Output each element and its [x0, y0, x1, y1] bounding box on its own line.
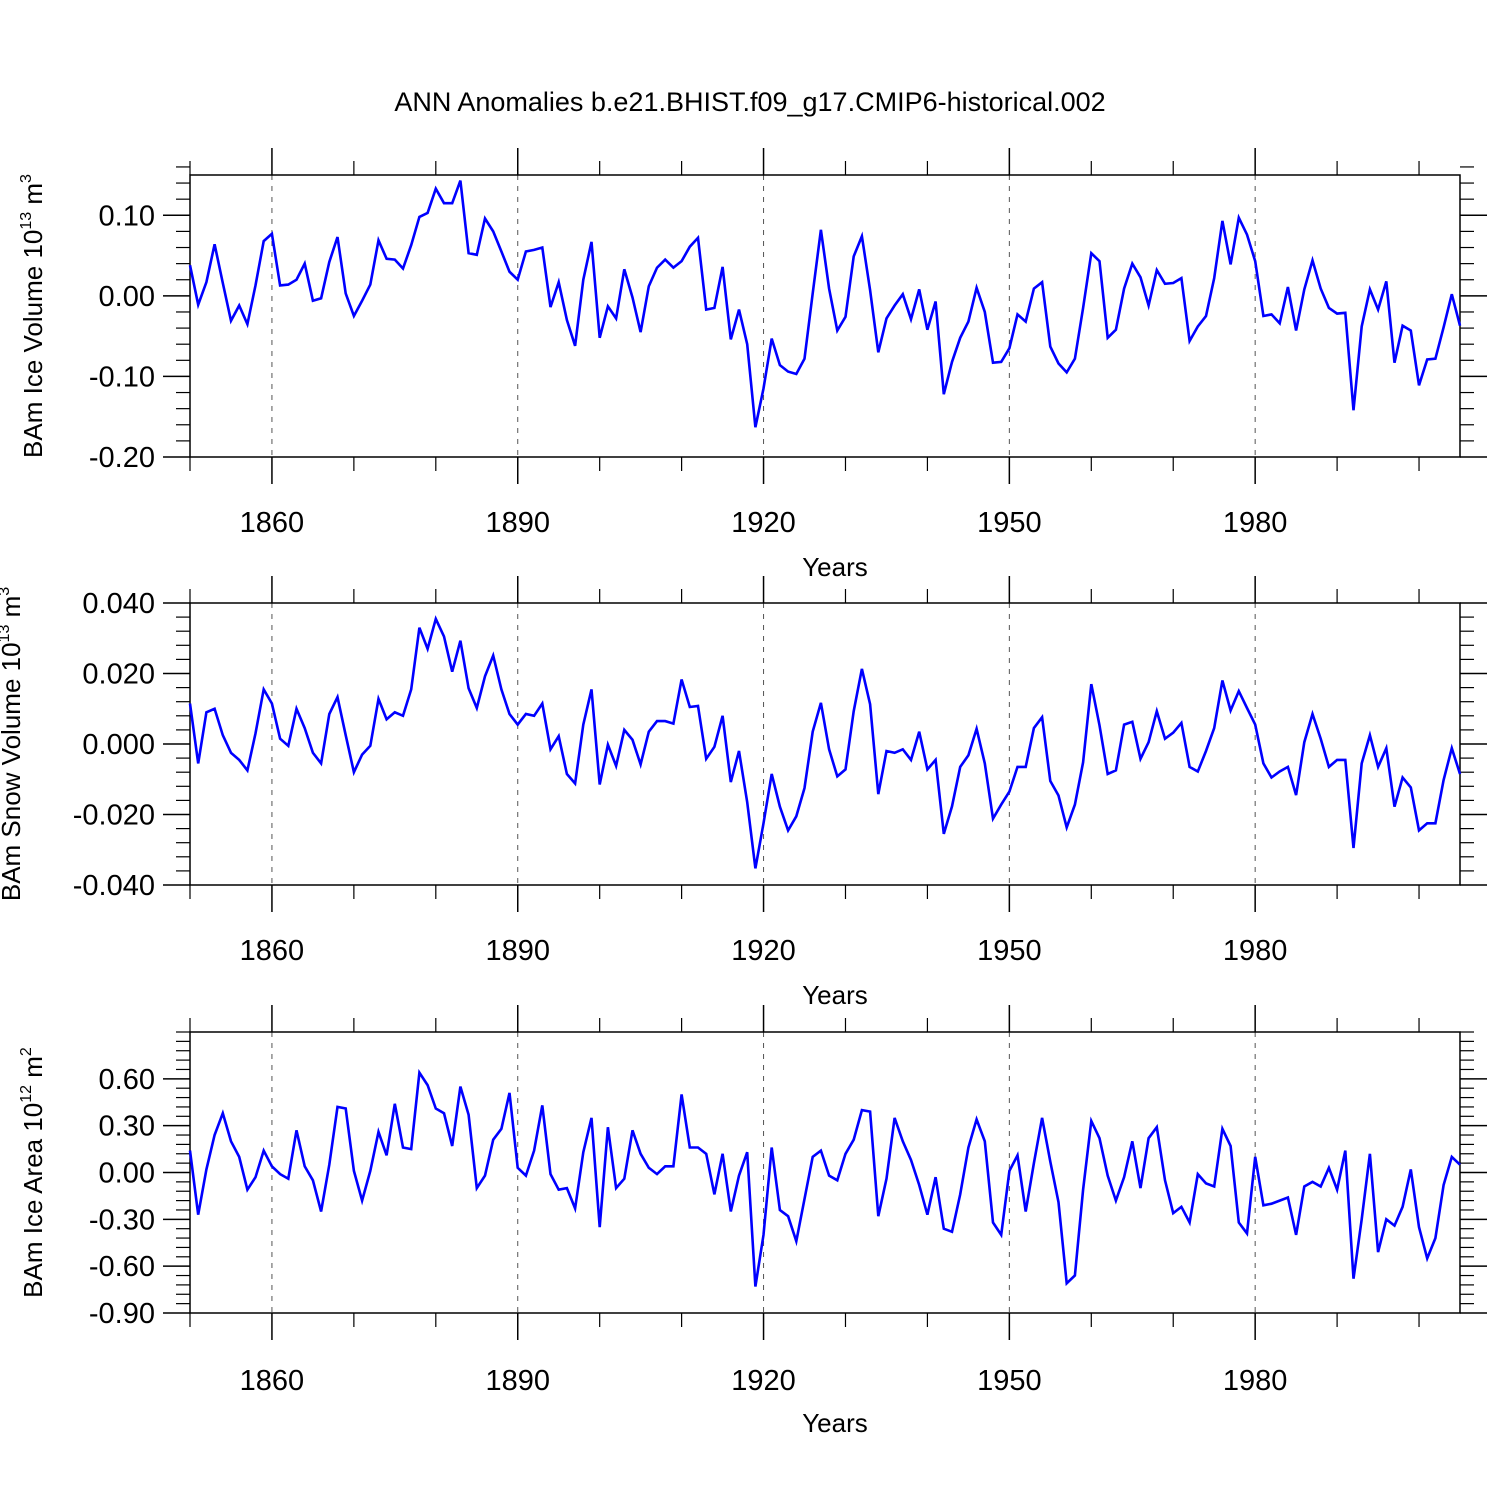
chart-title: ANN Anomalies b.e21.BHIST.f09_g17.CMIP6-…	[394, 87, 1105, 117]
x-tick-label: 1980	[1223, 935, 1288, 967]
y-tick-label: -0.60	[89, 1251, 155, 1283]
y-tick-label: 0.10	[99, 200, 155, 232]
y-tick-label: 0.30	[99, 1111, 155, 1143]
y-axis-title: BAm Ice Area 1012 m2	[18, 1047, 48, 1298]
y-tick-label: 0.60	[99, 1064, 155, 1096]
y-tick-label: -0.20	[89, 442, 155, 474]
panel-2: 1860 1890 1920 1950 1980 Years -0.040 -0.020 0.0…	[0, 576, 1487, 1010]
x-tick-label: 1860	[240, 1365, 305, 1397]
y-axis-title-unit: m	[0, 596, 26, 625]
y-axis-title: BAm Ice Volume 1013 m3	[18, 174, 48, 458]
x-tick-label: 1890	[485, 507, 550, 539]
chart-panels: 1860 1890 1920 1950 1980Years-0.20-0.100.000…	[0, 148, 1487, 1438]
y-axis-title-unit-exponent: 3	[0, 587, 13, 596]
y-axis-title-unit-exponent: 3	[18, 174, 35, 183]
x-tick-label: 1890	[485, 1365, 550, 1397]
x-tick-label: 1920	[731, 507, 796, 539]
y-tick-label: -0.020	[73, 800, 155, 832]
x-tick-label: 1890	[485, 935, 550, 967]
x-tick-label: 1950	[977, 1365, 1042, 1397]
y-axis-title-exponent: 13	[0, 625, 13, 643]
y-tick-label: -0.040	[73, 870, 155, 902]
series-line	[188, 1068, 1461, 1287]
x-tick-label: 1980	[1223, 507, 1288, 539]
x-tick-label: 1860	[240, 507, 305, 539]
series-line	[188, 615, 1462, 869]
y-tick-label: 0.000	[82, 729, 155, 761]
x-axis-title: Years	[802, 1408, 868, 1438]
y-tick-label: 0.00	[99, 1158, 155, 1190]
y-axis-title: BAm Snow Volume 1013 m3	[0, 587, 26, 901]
y-tick-label: -0.10	[89, 361, 155, 393]
y-tick-label: -0.30	[89, 1204, 155, 1236]
y-axis-title-exponent: 12	[18, 1085, 35, 1103]
y-tick-label: 0.020	[82, 659, 155, 691]
x-tick-label: 1950	[977, 935, 1042, 967]
y-tick-label: 0.040	[82, 588, 155, 620]
x-tick-label: 1920	[731, 935, 796, 967]
panel-1: 1860 1890 1920 1950 1980 Years -0.20 -0.10 0.00 0…	[18, 148, 1487, 582]
x-axis-title: Years	[802, 980, 868, 1010]
y-axis-title-unit: m	[18, 183, 48, 212]
y-axis-title-text: BAm Snow Volume 10	[0, 642, 26, 901]
y-axis-title-text: BAm Ice Area 10	[18, 1103, 48, 1298]
x-tick-label: 1950	[977, 507, 1042, 539]
y-axis-title-unit-exponent: 2	[18, 1047, 35, 1056]
panel-3: 1860 1890 1920 1950 1980 Years -0.90 -0.60 -0.30…	[18, 1005, 1487, 1438]
plot-frame	[189, 174, 1461, 458]
y-axis-title-exponent: 13	[18, 212, 35, 230]
y-axis-title-text: BAm Ice Volume 10	[18, 230, 48, 458]
x-tick-label: 1980	[1223, 1365, 1288, 1397]
y-axis-title-unit: m	[18, 1056, 48, 1085]
y-tick-label: 0.00	[99, 281, 155, 313]
x-axis-title: Years	[802, 552, 868, 582]
y-tick-label: -0.90	[89, 1298, 155, 1330]
series-line	[188, 180, 1462, 428]
x-tick-label: 1860	[240, 935, 305, 967]
x-tick-label: 1920	[731, 1365, 796, 1397]
